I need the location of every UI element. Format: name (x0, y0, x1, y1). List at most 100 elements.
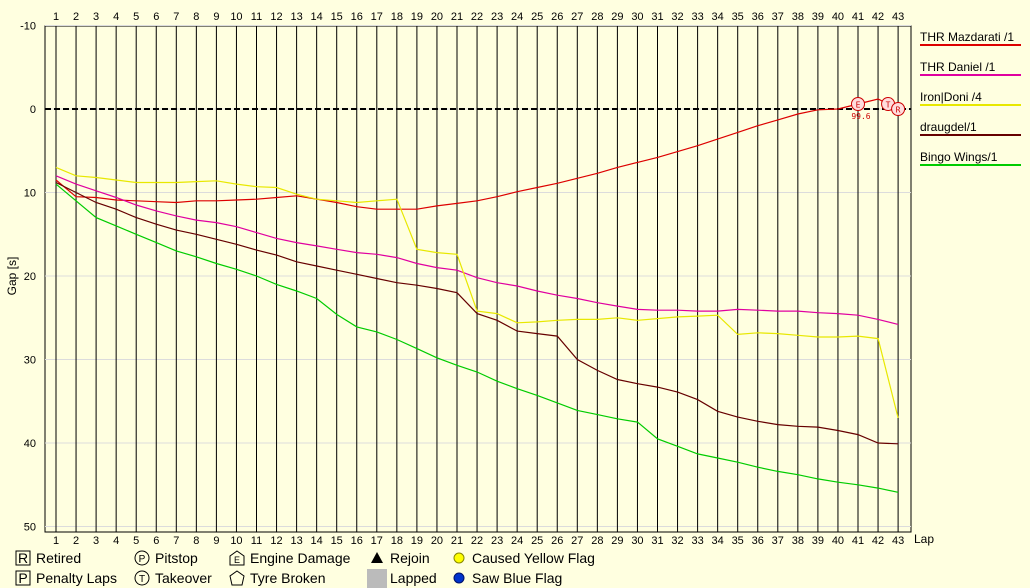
x-tick-label-bottom: 25 (531, 535, 543, 547)
key-symbol-gray-box (367, 569, 387, 588)
legend-label-4: draugdel/1 (920, 120, 977, 134)
x-tick-label-bottom: 30 (631, 535, 643, 547)
series-lines (55, 98, 899, 493)
key-symbol-circle (134, 550, 150, 566)
y-tick-label: 10 (24, 188, 36, 200)
x-tick-label-bottom: 36 (752, 535, 764, 547)
key-item-saw-blue-flag: Saw Blue Flag (453, 570, 562, 586)
x-tick-label-top: 39 (812, 11, 824, 23)
x-tick-label-top: 22 (471, 11, 483, 23)
x-tick-label-top: 19 (411, 11, 423, 23)
key-symbol-box (15, 550, 31, 566)
x-tick-label-bottom: 22 (471, 535, 483, 547)
x-tick-label-bottom: 32 (671, 535, 683, 547)
x-tick-label-top: 31 (651, 11, 663, 23)
x-tick-label-bottom: 33 (691, 535, 703, 547)
x-tick-label-bottom: 38 (792, 535, 804, 547)
legend: THR Mazdarati /1 THR Daniel /1 Iron|Doni /… (920, 30, 1021, 166)
marker-symbol: E (856, 100, 861, 109)
key-label: Lapped (390, 570, 437, 586)
x-tick-label-bottom: 5 (133, 535, 139, 547)
x-tick-label-top: 34 (712, 11, 724, 23)
series-line-4 (55, 181, 899, 445)
x-tick-label-top: 10 (230, 11, 242, 23)
x-tick-label-bottom: 1 (53, 535, 59, 547)
x-tick-label-top: 32 (671, 11, 683, 23)
x-tick-label-top: 11 (251, 11, 262, 23)
x-tick-label-top: 20 (431, 11, 443, 23)
x-tick-label-top: 35 (732, 11, 744, 23)
x-tick-label-top: 5 (133, 11, 139, 23)
x-tick-label-bottom: 28 (591, 535, 603, 547)
x-tick-label-top: 9 (213, 11, 219, 23)
y-tick-label: 30 (24, 355, 36, 367)
key-item-retired: R Retired (15, 550, 81, 566)
x-tick-label-top: 37 (772, 11, 784, 23)
key-symbol-blue-dot (453, 572, 465, 584)
x-tick-label-bottom: 4 (113, 535, 119, 547)
key-label: Penalty Laps (36, 570, 117, 586)
x-tick-label-top: 42 (872, 11, 884, 23)
x-tick-label-bottom: 14 (311, 535, 323, 547)
key-symbol-circle (134, 570, 150, 586)
key-label: Caused Yellow Flag (472, 550, 595, 566)
key-item-tyre-broken: Tyre Broken (229, 570, 325, 586)
x-tick-label-top: 3 (93, 11, 99, 23)
y-tick-label: 0 (30, 104, 36, 116)
key-item-engine-damage: E Engine Damage (229, 550, 351, 566)
series-line-3 (55, 166, 899, 419)
key-item-penalty-laps: P Penalty Laps (15, 570, 117, 586)
y-tick-label: 50 (24, 522, 36, 534)
marker-circle (851, 96, 865, 111)
key-symbol-pentagon (229, 570, 245, 586)
x-tick-label-top: 21 (451, 11, 463, 23)
event-marker-E: E 99.6 (851, 96, 871, 121)
key-symbol-triangle (371, 552, 383, 563)
key-label: Tyre Broken (250, 570, 325, 586)
x-tick-label-top: 28 (591, 11, 603, 23)
key-symbol-letter: P (139, 554, 146, 565)
x-tick-label-bottom: 19 (411, 535, 423, 547)
key-label: Rejoin (390, 550, 430, 566)
x-tick-label-bottom: 41 (852, 535, 864, 547)
y-tick-label: -10 (20, 21, 36, 33)
legend-label-1: THR Mazdarati /1 (920, 30, 1014, 44)
x-tick-label-top: 17 (371, 11, 383, 23)
x-tick-label-top: 13 (290, 11, 302, 23)
x-tick-label-top: 7 (173, 11, 179, 23)
marker-circle (891, 102, 906, 116)
x-tick-label-bottom: 3 (93, 535, 99, 547)
x-tick-label-bottom: 9 (213, 535, 219, 547)
x-tick-label-bottom: 13 (290, 535, 302, 547)
key-label: Takeover (155, 570, 212, 586)
symbol-key: R Retired P Pitstop E Engine Damage Rejoin Caus… (15, 550, 595, 588)
x-tick-label-bottom: 21 (451, 535, 463, 547)
series-line-2 (55, 175, 899, 325)
x-tick-label-top: 36 (752, 11, 764, 23)
key-symbol-letter: P (18, 570, 27, 586)
x-tick-label-top: 23 (491, 11, 503, 23)
key-symbol-letter: T (139, 574, 145, 585)
x-tick-label-top: 1 (53, 11, 59, 23)
marker-label: 99.6 (851, 112, 870, 121)
marker-symbol: R (896, 106, 901, 115)
x-tick-label-top: 16 (351, 11, 363, 23)
y-tick-label: 40 (24, 438, 36, 450)
x-tick-label-top: 15 (331, 11, 343, 23)
x-tick-label-top: 38 (792, 11, 804, 23)
x-tick-label-bottom: 43 (892, 535, 904, 547)
key-symbol-house (229, 550, 245, 566)
x-tick-label-bottom: 42 (872, 535, 884, 547)
key-item-takeover: T Takeover (134, 570, 212, 586)
x-tick-label-top: 33 (691, 11, 703, 23)
x-tick-label-bottom: 31 (651, 535, 663, 547)
x-tick-label-top: 41 (852, 11, 864, 23)
legend-label-2: THR Daniel /1 (920, 60, 996, 74)
x-tick-label-bottom: 39 (812, 535, 824, 547)
x-tick-label-bottom: 18 (391, 535, 403, 547)
series-line-1 (55, 98, 899, 210)
x-tick-label-bottom: 35 (732, 535, 744, 547)
x-tick-label-top: 14 (311, 11, 323, 23)
key-label: Pitstop (155, 550, 198, 566)
x-tick-label-top: 18 (391, 11, 403, 23)
